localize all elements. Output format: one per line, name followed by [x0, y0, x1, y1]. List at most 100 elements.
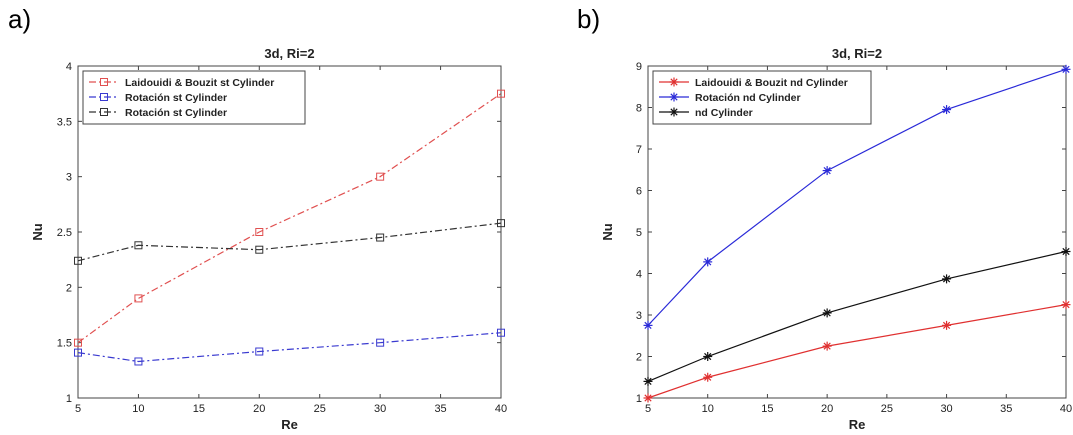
x-tick-label: 15 [761, 403, 773, 415]
legend-marker [669, 92, 679, 102]
asterisk-stroke [644, 377, 652, 386]
y-tick-label: 1.5 [57, 338, 72, 350]
legend-marker [100, 108, 108, 116]
asterisk-stroke [942, 105, 951, 114]
data-point [74, 348, 82, 357]
chart-b: 3d, Ri=2 5 10 15 20 25 30 35 40 1 2 3 4 5 6 7 8 9 Re Nu Laid… [600, 46, 1072, 432]
asterisk-stroke [670, 93, 678, 101]
asterisk-stroke [644, 321, 652, 329]
asterisk-stroke [823, 309, 831, 317]
chart-title: 3d, Ri=2 [832, 46, 882, 61]
x-tick-label: 30 [940, 403, 952, 415]
asterisk-stroke [670, 108, 678, 116]
legend: Laidouidi & Bouzit st Cylinder Rotación s… [82, 70, 306, 125]
data-point [1061, 300, 1071, 310]
legend-marker [669, 77, 679, 87]
asterisk-stroke [670, 78, 678, 86]
asterisk-stroke [704, 352, 712, 361]
panel-label-a: a) [8, 4, 32, 34]
x-tick-label: 20 [821, 403, 833, 415]
x-tick-label: 5 [75, 403, 81, 415]
legend-marker [100, 78, 108, 86]
series-line [647, 304, 1067, 399]
data-point [643, 320, 653, 330]
series-3 [643, 247, 1071, 386]
y-tick-label: 6 [636, 186, 642, 198]
data-point [703, 352, 713, 361]
data-point [1061, 64, 1071, 74]
data-point [376, 233, 385, 242]
legend-entry: nd Cylinder [695, 107, 753, 119]
y-tick-label: 5 [636, 227, 642, 239]
y-axis-label: Nu [30, 223, 45, 240]
series-1 [74, 89, 505, 347]
chart-a: 3d, Ri=2 5 10 15 20 25 30 35 40 1 1.5 2 2.5 3 3.5 4 Re Nu… [30, 46, 507, 432]
data-point [822, 341, 832, 351]
data-point [942, 105, 952, 115]
data-point [942, 274, 952, 284]
x-tick-label: 25 [314, 403, 326, 415]
asterisk-stroke [1062, 65, 1070, 73]
data-point [255, 347, 264, 356]
asterisk-stroke [823, 166, 831, 175]
series-line [77, 332, 502, 363]
data-point [255, 245, 264, 254]
data-point [497, 328, 505, 337]
series-line [77, 93, 502, 344]
data-point [134, 241, 143, 250]
data-point [643, 376, 653, 386]
legend-entry: Rotación st Cylinder [125, 92, 227, 104]
x-tick-label: 15 [193, 403, 205, 415]
y-tick-label: 4 [66, 61, 72, 73]
y-tick-label: 2 [66, 282, 72, 294]
asterisk-stroke [1062, 247, 1070, 256]
data-point [497, 219, 505, 228]
y-axis-label: Nu [600, 223, 615, 240]
y-tick-label: 1 [66, 393, 72, 405]
data-point [1061, 247, 1071, 257]
series-line [77, 222, 502, 262]
data-point [376, 338, 385, 347]
x-tick-label: 35 [434, 403, 446, 415]
x-tick-label: 30 [374, 403, 386, 415]
y-tick-label: 9 [636, 61, 642, 73]
legend-entry: Laidouidi & Bouzit nd Cylinder [695, 77, 848, 89]
data-point [376, 172, 385, 181]
x-tick-label: 40 [495, 403, 507, 415]
legend-box [82, 70, 306, 125]
data-point [822, 308, 832, 318]
data-point [703, 257, 713, 267]
x-tick-label: 40 [1060, 403, 1072, 415]
series-line [647, 250, 1067, 382]
data-point [822, 166, 832, 176]
y-tick-label: 7 [636, 144, 642, 156]
data-point [134, 357, 143, 366]
y-tick-label: 3 [66, 172, 72, 184]
chart-title: 3d, Ri=2 [264, 46, 314, 61]
data-point [74, 256, 82, 265]
x-axis-label: Re [281, 417, 298, 432]
legend-box [652, 70, 872, 125]
y-tick-label: 4 [636, 269, 642, 281]
x-tick-label: 20 [253, 403, 265, 415]
asterisk-stroke [704, 258, 712, 266]
series-1 [643, 300, 1071, 403]
asterisk-stroke [942, 275, 951, 283]
asterisk-stroke [823, 342, 831, 350]
data-point [255, 228, 264, 236]
data-point [643, 393, 653, 403]
y-tick-label: 1 [636, 393, 642, 405]
x-tick-label: 10 [702, 403, 714, 415]
legend-marker [669, 107, 679, 117]
x-tick-label: 25 [881, 403, 893, 415]
data-point [942, 320, 952, 330]
x-tick-label: 35 [1000, 403, 1012, 415]
series-3 [74, 219, 505, 265]
legend-entry: Rotación st Cylinder [125, 107, 227, 119]
legend-entry: Rotación nd Cylinder [695, 92, 801, 104]
x-tick-label: 5 [645, 403, 651, 415]
x-axis-label: Re [849, 417, 866, 432]
asterisk-stroke [644, 394, 652, 402]
y-tick-label: 2 [636, 352, 642, 364]
